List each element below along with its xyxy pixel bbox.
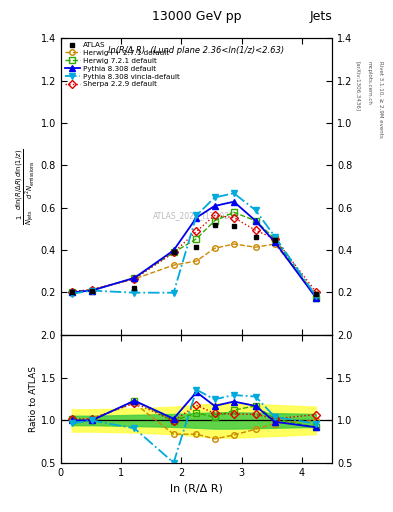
Line: Sherpa 2.2.9 default: Sherpa 2.2.9 default bbox=[69, 212, 319, 294]
Pythia 8.308 default bbox=[70, 289, 74, 295]
ATLAS bbox=[272, 238, 277, 244]
ATLAS bbox=[314, 291, 318, 297]
Pythia 8.308 default bbox=[272, 239, 277, 245]
Text: Jets: Jets bbox=[309, 10, 332, 23]
Sherpa 2.2.9 default bbox=[231, 215, 236, 221]
Pythia 8.308 default bbox=[212, 203, 217, 209]
Herwig 7.2.1 default bbox=[132, 275, 137, 281]
Herwig 7.2.1 default bbox=[70, 289, 74, 295]
Pythia 8.308 vincia-default bbox=[70, 291, 74, 297]
Pythia 8.308 default bbox=[171, 247, 176, 253]
Y-axis label: Ratio to ATLAS: Ratio to ATLAS bbox=[29, 366, 38, 432]
Pythia 8.308 vincia-default bbox=[194, 212, 199, 219]
Herwig 7.2.1 default bbox=[314, 294, 318, 301]
Pythia 8.308 vincia-default bbox=[132, 290, 137, 296]
Herwig++ 2.7.1 default bbox=[89, 286, 94, 292]
Herwig 7.2.1 default bbox=[231, 209, 236, 216]
Sherpa 2.2.9 default bbox=[194, 228, 199, 234]
Herwig++ 2.7.1 default bbox=[132, 276, 137, 282]
Y-axis label: $\frac{1}{N_{\mathrm{jets}}}\frac{d\ln(R/\Delta R)\,d\ln(1/z)}{d^2 N_{\mathrm{em: $\frac{1}{N_{\mathrm{jets}}}\frac{d\ln(R… bbox=[15, 148, 37, 225]
ATLAS bbox=[70, 289, 74, 295]
Line: Pythia 8.308 vincia-default: Pythia 8.308 vincia-default bbox=[68, 190, 319, 300]
Herwig++ 2.7.1 default bbox=[70, 289, 74, 295]
Herwig++ 2.7.1 default bbox=[272, 241, 277, 247]
Herwig++ 2.7.1 default bbox=[231, 241, 236, 247]
Sherpa 2.2.9 default bbox=[70, 289, 74, 295]
Sherpa 2.2.9 default bbox=[314, 289, 318, 295]
Pythia 8.308 vincia-default bbox=[314, 293, 318, 299]
Pythia 8.308 vincia-default bbox=[212, 195, 217, 201]
Herwig++ 2.7.1 default bbox=[253, 244, 258, 250]
Pythia 8.308 vincia-default bbox=[253, 207, 258, 214]
Pythia 8.308 default bbox=[314, 294, 318, 301]
Line: Herwig++ 2.7.1 default: Herwig++ 2.7.1 default bbox=[69, 241, 319, 297]
Sherpa 2.2.9 default bbox=[212, 212, 217, 219]
Pythia 8.308 default bbox=[231, 199, 236, 205]
Herwig 7.2.1 default bbox=[194, 236, 199, 242]
ATLAS bbox=[89, 288, 94, 294]
Sherpa 2.2.9 default bbox=[272, 236, 277, 242]
Text: mcplots.cern.ch: mcplots.cern.ch bbox=[367, 61, 372, 105]
Herwig 7.2.1 default bbox=[212, 218, 217, 224]
Herwig 7.2.1 default bbox=[89, 288, 94, 294]
Pythia 8.308 default bbox=[253, 218, 258, 224]
Herwig++ 2.7.1 default bbox=[212, 245, 217, 251]
Pythia 8.308 default bbox=[194, 215, 199, 221]
Line: ATLAS: ATLAS bbox=[69, 222, 318, 297]
ATLAS bbox=[194, 244, 199, 250]
Line: Pythia 8.308 default: Pythia 8.308 default bbox=[68, 198, 319, 301]
Line: Herwig 7.2.1 default: Herwig 7.2.1 default bbox=[69, 209, 319, 301]
Pythia 8.308 vincia-default bbox=[171, 290, 176, 296]
ATLAS bbox=[212, 222, 217, 228]
Text: [arXiv:1306.3436]: [arXiv:1306.3436] bbox=[355, 61, 360, 112]
Herwig 7.2.1 default bbox=[272, 236, 277, 242]
Text: ln(R/Δ R)  (Lund plane 2.36<ln(1/z)<2.63): ln(R/Δ R) (Lund plane 2.36<ln(1/z)<2.63) bbox=[108, 46, 285, 55]
Herwig 7.2.1 default bbox=[171, 249, 176, 255]
Text: 13000 GeV pp: 13000 GeV pp bbox=[152, 10, 241, 23]
Herwig++ 2.7.1 default bbox=[314, 291, 318, 297]
ATLAS bbox=[171, 249, 176, 255]
X-axis label: ln (R/Δ R): ln (R/Δ R) bbox=[170, 484, 223, 494]
Pythia 8.308 vincia-default bbox=[89, 288, 94, 294]
Herwig 7.2.1 default bbox=[253, 218, 258, 224]
Sherpa 2.2.9 default bbox=[89, 286, 94, 292]
Pythia 8.308 default bbox=[89, 288, 94, 294]
Pythia 8.308 default bbox=[132, 275, 137, 281]
ATLAS bbox=[132, 285, 137, 291]
Herwig++ 2.7.1 default bbox=[194, 258, 199, 264]
Sherpa 2.2.9 default bbox=[132, 276, 137, 282]
ATLAS bbox=[231, 223, 236, 229]
Herwig++ 2.7.1 default bbox=[171, 262, 176, 268]
Text: ATLAS_2020_I1790256: ATLAS_2020_I1790256 bbox=[153, 211, 240, 221]
Sherpa 2.2.9 default bbox=[253, 227, 258, 233]
Legend: ATLAS, Herwig++ 2.7.1 default, Herwig 7.2.1 default, Pythia 8.308 default, Pythi: ATLAS, Herwig++ 2.7.1 default, Herwig 7.… bbox=[63, 40, 181, 89]
Sherpa 2.2.9 default bbox=[171, 249, 176, 255]
Pythia 8.308 vincia-default bbox=[272, 233, 277, 240]
Text: Rivet 3.1.10, ≥ 2.9M events: Rivet 3.1.10, ≥ 2.9M events bbox=[379, 61, 384, 138]
ATLAS bbox=[253, 234, 258, 240]
Pythia 8.308 vincia-default bbox=[231, 190, 236, 196]
